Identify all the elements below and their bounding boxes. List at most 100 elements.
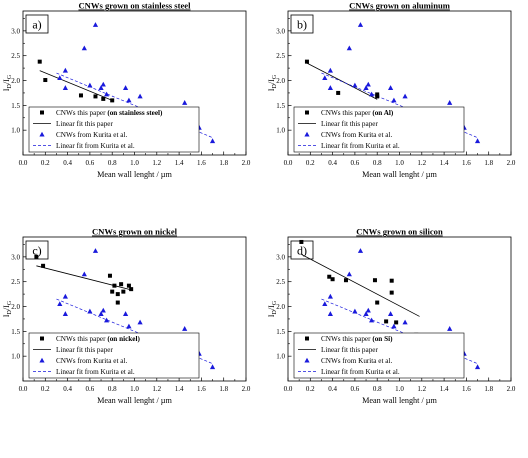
legend-entry-text: Linear fit from Kurita et al.	[56, 368, 135, 376]
x-tick-label: 0.0	[284, 159, 293, 167]
this-paper-point	[327, 274, 332, 279]
legend-entry: CNWs this paper (on stainless steel)	[56, 109, 163, 117]
kurita-point	[92, 248, 99, 253]
x-tick-label: 1.8	[484, 385, 493, 393]
legend-entry: Linear fit from Kurita et al.	[321, 368, 400, 376]
x-tick-label: 0.8	[373, 385, 382, 393]
panel-d: CNWs grown on silicon d) 0.0 0.2 0.4 0.6 0.8 1.…	[267, 227, 516, 406]
this-paper-point	[126, 283, 131, 288]
x-tick-label: 1.0	[395, 385, 404, 393]
kurita-point	[87, 82, 93, 88]
x-tick-label: 2.0	[507, 159, 516, 167]
kurita-point	[357, 22, 364, 27]
y-label-subscript: D	[272, 309, 278, 314]
x-tick-label: 0.0	[19, 159, 28, 167]
x-tick-label: 1.4	[440, 385, 449, 393]
kurita-point	[209, 138, 216, 144]
this-paper-point	[101, 96, 106, 101]
y-label-part: /I	[2, 79, 11, 84]
x-tick-label: 0.8	[108, 385, 117, 393]
kurita-point	[81, 45, 87, 51]
kurita-point	[402, 93, 408, 99]
panel-tag-box	[25, 14, 49, 34]
x-tick-label: 1.6	[462, 385, 471, 393]
kurita-point	[81, 271, 87, 277]
y-label-part: I	[2, 88, 11, 91]
x-tick-label: 0.2	[41, 159, 50, 167]
legend-entry-text: Linear fit this paper	[321, 120, 378, 128]
y-axis-label: ID/IG	[2, 300, 13, 317]
kurita-point	[365, 81, 371, 87]
kurita-point	[57, 301, 63, 307]
x-tick-label: 1.0	[395, 159, 404, 167]
panel-title: CNWs grown on stainless steel	[78, 1, 191, 11]
kurita-point	[137, 93, 143, 99]
y-label-part: /I	[267, 305, 276, 310]
x-tick-label: 1.8	[484, 159, 493, 167]
legend-entry: Linear fit this paper	[321, 120, 378, 128]
this-paper-point	[110, 98, 115, 103]
y-label-subscript: D	[7, 83, 13, 88]
kurita-point	[209, 364, 216, 370]
panel-a: CNWs grown on stainless steel a) 0.0 0.2 0.4…	[2, 1, 251, 180]
this-paper-point	[107, 273, 112, 278]
kurita-point	[62, 293, 68, 299]
x-tick-label: 1.6	[197, 159, 206, 167]
y-label-part: /I	[2, 305, 11, 310]
kurita-point	[357, 248, 364, 253]
kurita-point	[137, 319, 143, 325]
y-tick-label: 1.0	[11, 353, 20, 361]
y-tick-label: 1.0	[276, 353, 285, 361]
kurita-point	[182, 326, 188, 331]
kurita-point	[327, 293, 333, 299]
y-tick-label: 3.0	[11, 253, 20, 261]
x-tick-label: 2.0	[242, 385, 251, 393]
x-tick-label: 0.6	[86, 385, 95, 393]
kurita-point	[391, 323, 397, 329]
kurita-point	[182, 100, 188, 105]
kurita-point	[104, 91, 110, 97]
y-tick-label: 3.0	[11, 27, 20, 35]
this-paper-point	[112, 283, 117, 288]
this-paper-point	[389, 278, 394, 283]
x-tick-label: 0.2	[306, 385, 315, 393]
kurita-point	[387, 311, 394, 316]
this-paper-point	[121, 289, 126, 294]
y-tick-label: 2.5	[276, 278, 285, 286]
y-tick-label: 2.0	[276, 303, 285, 311]
x-tick-label: 1.0	[130, 159, 139, 167]
kurita-point	[100, 81, 106, 87]
x-tick-label: 0.4	[63, 385, 72, 393]
x-tick-label: 2.0	[242, 159, 251, 167]
x-tick-label: 1.2	[152, 159, 161, 167]
legend-entry-text: Linear fit this paper	[321, 346, 378, 354]
y-tick-label: 2.5	[11, 278, 20, 286]
x-tick-label: 0.0	[19, 385, 28, 393]
panel-title: CNWs grown on silicon	[356, 227, 443, 237]
kurita-point	[62, 311, 68, 316]
legend-entry-text: Linear fit from Kurita et al.	[321, 142, 400, 150]
y-axis-label: ID/IG	[2, 74, 13, 91]
y-tick-label: 2.5	[11, 52, 20, 60]
x-tick-label: 1.8	[219, 385, 228, 393]
this-paper-point	[299, 239, 304, 244]
y-tick-label: 1.0	[11, 127, 20, 135]
kurita-point	[387, 85, 394, 90]
legend-entry: Linear fit from Kurita et al.	[321, 142, 400, 150]
legend-entry-text: CNWs this paper	[56, 335, 107, 343]
kurita-point	[352, 82, 358, 88]
this-paper-point	[394, 320, 399, 325]
this-paper-point	[129, 287, 134, 292]
legend-entry: CNWs from Kurita et al.	[56, 357, 127, 365]
x-axis-label: Mean wall lenght / µm	[97, 396, 172, 405]
legend-entry-emphasis: (on Al)	[372, 109, 394, 117]
this-paper-point	[336, 90, 341, 95]
y-tick-label: 2.5	[276, 52, 285, 60]
legend-entry: CNWs from Kurita et al.	[56, 131, 127, 139]
kurita-point	[62, 67, 68, 73]
x-axis-label: Mean wall lenght / µm	[362, 396, 437, 405]
legend-entry-text: CNWs this paper	[56, 109, 107, 117]
legend-entry-text: CNWs from Kurita et al.	[321, 131, 392, 139]
legend-entry: CNWs from Kurita et al.	[321, 357, 392, 365]
kurita-point	[369, 91, 375, 97]
